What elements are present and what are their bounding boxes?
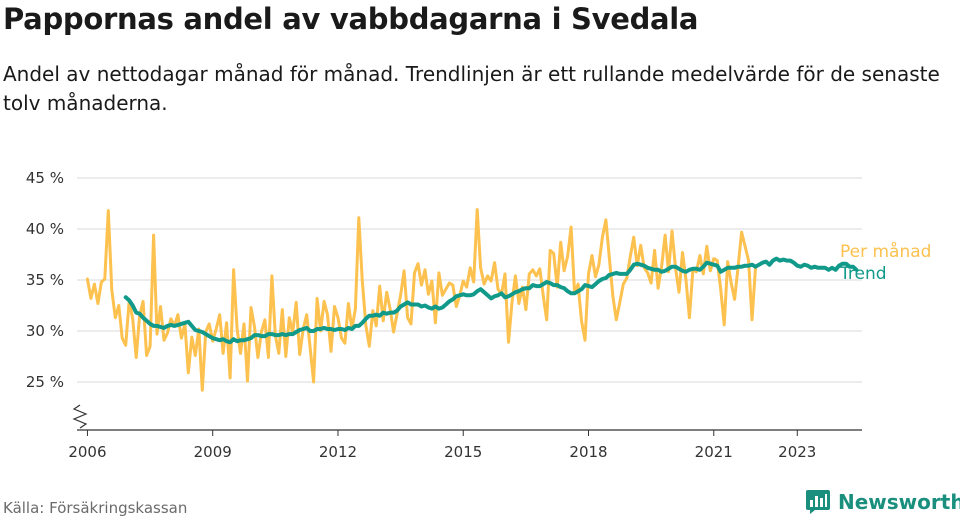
- y-tick-label: 45 %: [26, 169, 64, 187]
- chart-title: Pappornas andel av vabbdagarna i Svedala: [3, 2, 699, 36]
- line-chart: 25 % 30 % 35 % 40 % 45 % 2006 2009 2012 2015 2018…: [26, 169, 932, 461]
- x-tick-label: 2012: [319, 443, 357, 461]
- legend-label-0: Per månad: [840, 241, 931, 262]
- x-tick-label: 2023: [778, 443, 816, 461]
- x-tick-label: 2009: [194, 443, 232, 461]
- x-tick-label: 2006: [68, 443, 106, 461]
- y-tick-label: 35 %: [26, 271, 64, 289]
- y-tick-label: 30 %: [26, 322, 64, 340]
- brand-name: Newsworthy: [838, 490, 960, 514]
- axis-break-icon: [72, 404, 88, 429]
- chart-subtitle: Andel av nettodagar månad för månad. Tre…: [3, 62, 940, 115]
- x-tick-label: 2021: [695, 443, 733, 461]
- legend-label-1: Trend: [839, 264, 887, 284]
- bar-chart-icon: [806, 490, 830, 514]
- series-line-trend: [123, 256, 859, 345]
- source-note: Källa: Försäkringskassan: [3, 499, 188, 517]
- newsworthy-logo: Newsworthy: [806, 490, 960, 514]
- y-tick-label: 40 %: [26, 220, 64, 238]
- x-tick-label: 2018: [569, 443, 607, 461]
- x-tick-label: 2015: [444, 443, 482, 461]
- y-tick-label: 25 %: [26, 373, 64, 391]
- series-line-per-manad: [85, 208, 757, 392]
